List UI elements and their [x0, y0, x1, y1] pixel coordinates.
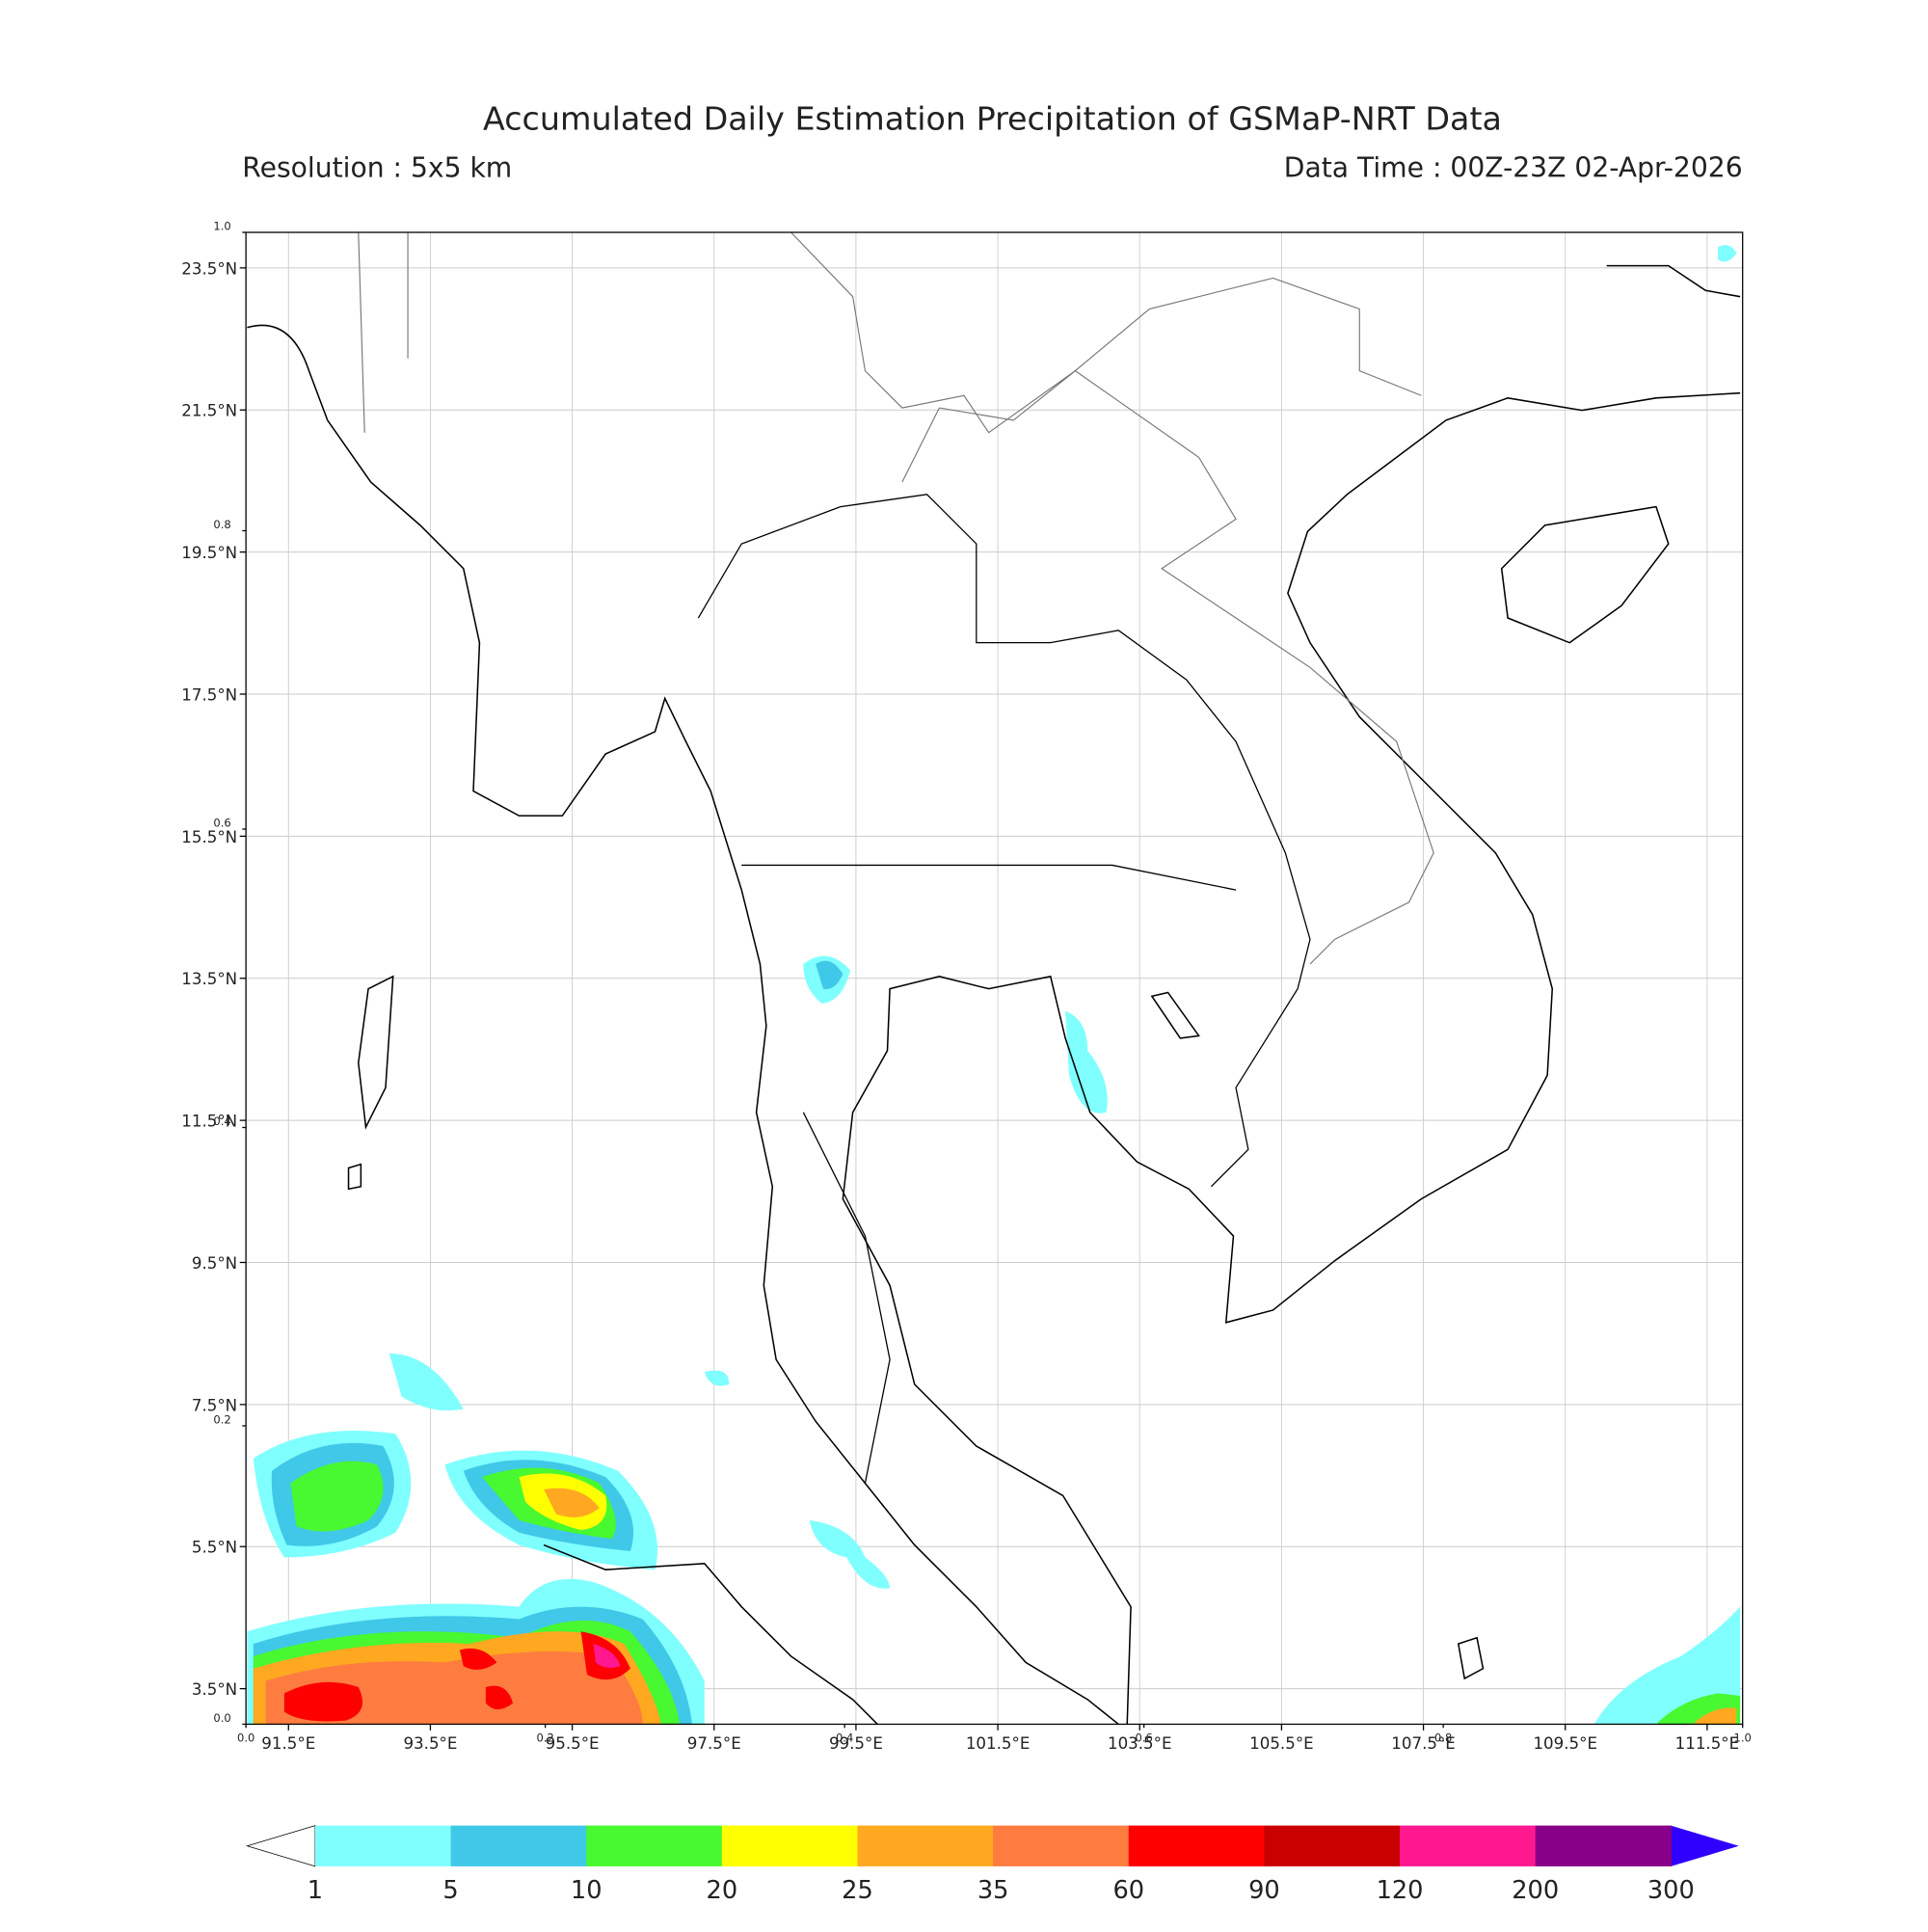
- colorbar-box: [993, 1825, 1130, 1866]
- overlay-y-label: 0.0: [213, 1711, 230, 1725]
- colorbar-box: [857, 1825, 994, 1866]
- colorbar: 1 5 10 20 25 35 60 90 120 200 300: [246, 1825, 1739, 1905]
- colorbar-label: 60: [1112, 1876, 1144, 1905]
- colorbar-label: 1: [308, 1876, 323, 1905]
- lon-tick-label: 103.5°E: [1108, 1734, 1172, 1753]
- colorbar-label: 5: [442, 1876, 458, 1905]
- borders: [358, 231, 1434, 1484]
- lat-tick-label: 13.5°N: [181, 970, 237, 988]
- colorbar-box: [314, 1825, 452, 1866]
- overlay-y-label: 0.2: [213, 1412, 230, 1426]
- lat-tick-label: 5.5°N: [192, 1539, 237, 1557]
- colorbar-box: [1400, 1825, 1537, 1866]
- lat-tick-label: 19.5°N: [181, 544, 237, 562]
- lon-tick-label: 105.5°E: [1249, 1734, 1314, 1753]
- ticks: 91.5°E 93.5°E 95.5°E 97.5°E 99.5°E 101.5°E 103…: [181, 219, 1752, 1753]
- lon-tick-label: 97.5°E: [687, 1734, 741, 1753]
- colorbar-label: 35: [977, 1876, 1009, 1905]
- lon-tick-label: 111.5°E: [1675, 1734, 1740, 1753]
- colorbar-label: 10: [571, 1876, 602, 1905]
- colorbar-label: 200: [1512, 1876, 1559, 1905]
- lat-tick-label: 7.5°N: [192, 1396, 237, 1414]
- overlay-y-label: 0.4: [213, 1114, 230, 1128]
- lon-tick-label: 99.5°E: [829, 1734, 883, 1753]
- lat-tick-label: 17.5°N: [181, 685, 237, 704]
- overlay-x-label: 0.6: [1136, 1731, 1153, 1744]
- resolution: Resolution : 5x5 km: [242, 151, 512, 183]
- overlay-y-label: 1.0: [213, 219, 230, 232]
- colorbar-box: [1128, 1825, 1266, 1866]
- colorbar-box: [721, 1825, 859, 1866]
- lat-tick-label: 3.5°N: [192, 1680, 237, 1699]
- lat-tick-label: 9.5°N: [192, 1254, 237, 1273]
- lon-tick-label: 95.5°E: [546, 1734, 600, 1753]
- coastlines: [247, 264, 1741, 1726]
- colorbar-box: [586, 1825, 723, 1866]
- lat-tick-label: 21.5°N: [181, 402, 237, 420]
- overlay-x-label: 0.4: [836, 1731, 853, 1744]
- colorbar-box: [1535, 1825, 1672, 1866]
- colorbar-label: 300: [1647, 1876, 1695, 1905]
- lon-tick-label: 93.5°E: [403, 1734, 457, 1753]
- colorbar-box: [1264, 1825, 1401, 1866]
- lat-tick-label: 15.5°N: [181, 828, 237, 846]
- lon-tick-label: 109.5°E: [1533, 1734, 1597, 1753]
- precipitation: [247, 245, 1741, 1725]
- overlay-x-label: 0.2: [536, 1731, 553, 1744]
- overlay-y-label: 0.8: [213, 518, 230, 531]
- overlay-x-label: 1.0: [1734, 1731, 1752, 1744]
- colorbar-label: 120: [1377, 1876, 1424, 1905]
- colorbar-label: 20: [707, 1876, 738, 1905]
- colorbar-box: [450, 1825, 587, 1866]
- overlay-y-label: 0.6: [213, 816, 230, 829]
- grid: [246, 232, 1743, 1725]
- colorbar-over: [1671, 1825, 1739, 1866]
- colorbar-label: 25: [842, 1876, 873, 1905]
- lat-tick-label: 23.5°N: [181, 259, 237, 278]
- lon-tick-label: 91.5°E: [261, 1734, 315, 1753]
- lon-tick-label: 107.5°E: [1391, 1734, 1456, 1753]
- data-time: Data Time : 00Z-23Z 02-Apr-2026: [1284, 151, 1743, 183]
- colorbar-under: [246, 1825, 316, 1867]
- overlay-x-label: 0.0: [237, 1731, 254, 1744]
- title: Accumulated Daily Estimation Precipitati…: [483, 100, 1502, 138]
- lon-tick-label: 101.5°E: [966, 1734, 1031, 1753]
- lat-tick-label: 11.5°N: [181, 1113, 237, 1131]
- colorbar-label: 90: [1248, 1876, 1280, 1905]
- overlay-x-label: 0.8: [1434, 1731, 1452, 1744]
